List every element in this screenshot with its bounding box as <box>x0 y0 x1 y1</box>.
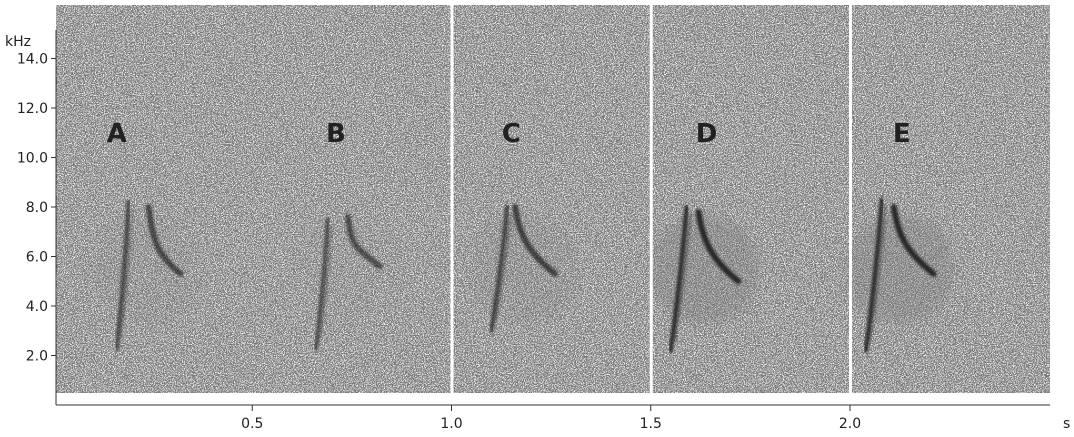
call-upsweep-harmonic <box>494 212 513 321</box>
x-tick-label: 1.0 <box>440 416 462 432</box>
call-downsweep <box>512 204 559 277</box>
panel-divider <box>450 5 454 402</box>
call-A <box>93 199 204 351</box>
call-downsweep <box>890 204 937 277</box>
x-tick-label: 2.0 <box>839 416 861 432</box>
spectrogram-noise <box>56 5 1050 393</box>
panel-dividers <box>450 5 852 402</box>
call-upsweep-harmonic <box>673 212 692 341</box>
call-halo <box>93 213 204 324</box>
y-tick-label: 14.0 <box>17 52 48 68</box>
call-E <box>844 197 955 353</box>
y-tick-label: 10.0 <box>17 151 48 167</box>
y-ticks: 2.0 4.0 6.0 8.0 10.0 12.0 14.0 <box>17 52 56 365</box>
call-label-C: C <box>502 119 521 149</box>
calls-layer <box>93 197 955 353</box>
call-upsweep <box>863 197 885 353</box>
x-ticks: 0.5 1.0 1.5 2.0 <box>241 405 861 432</box>
y-axis-title: kHz <box>5 34 31 50</box>
call-labels: A B C D E <box>107 119 911 149</box>
call-label-D: D <box>696 119 718 149</box>
panel-divider <box>649 5 653 402</box>
x-axis-title: s <box>1063 416 1070 432</box>
panel-divider <box>849 5 852 402</box>
call-upsweep <box>489 204 510 333</box>
call-B <box>292 213 403 351</box>
call-D <box>649 204 760 353</box>
call-upsweep-harmonic <box>119 207 134 339</box>
y-tick-label: 12.0 <box>17 101 48 117</box>
call-upsweep <box>114 199 131 351</box>
call-downsweep <box>344 213 383 270</box>
axes: 2.0 4.0 6.0 8.0 10.0 12.0 14.0 0.5 1.0 1.5 2.0 kH… <box>5 30 1070 432</box>
x-tick-label: 0.5 <box>241 416 263 432</box>
call-downsweep <box>145 204 184 277</box>
y-tick-label: 8.0 <box>26 200 48 216</box>
y-tick-label: 6.0 <box>26 250 48 266</box>
call-upsweep-harmonic <box>868 205 887 341</box>
x-tick-label: 1.5 <box>640 416 662 432</box>
call-C <box>468 204 579 333</box>
call-label-B: B <box>326 119 346 149</box>
call-upsweep <box>668 204 689 353</box>
call-downsweep <box>695 208 742 285</box>
call-upsweep <box>313 217 331 351</box>
call-label-A: A <box>107 119 127 149</box>
y-tick-label: 4.0 <box>26 299 48 315</box>
y-tick-label: 2.0 <box>26 349 48 365</box>
call-label-E: E <box>893 119 911 149</box>
call-upsweep-harmonic <box>319 225 333 339</box>
